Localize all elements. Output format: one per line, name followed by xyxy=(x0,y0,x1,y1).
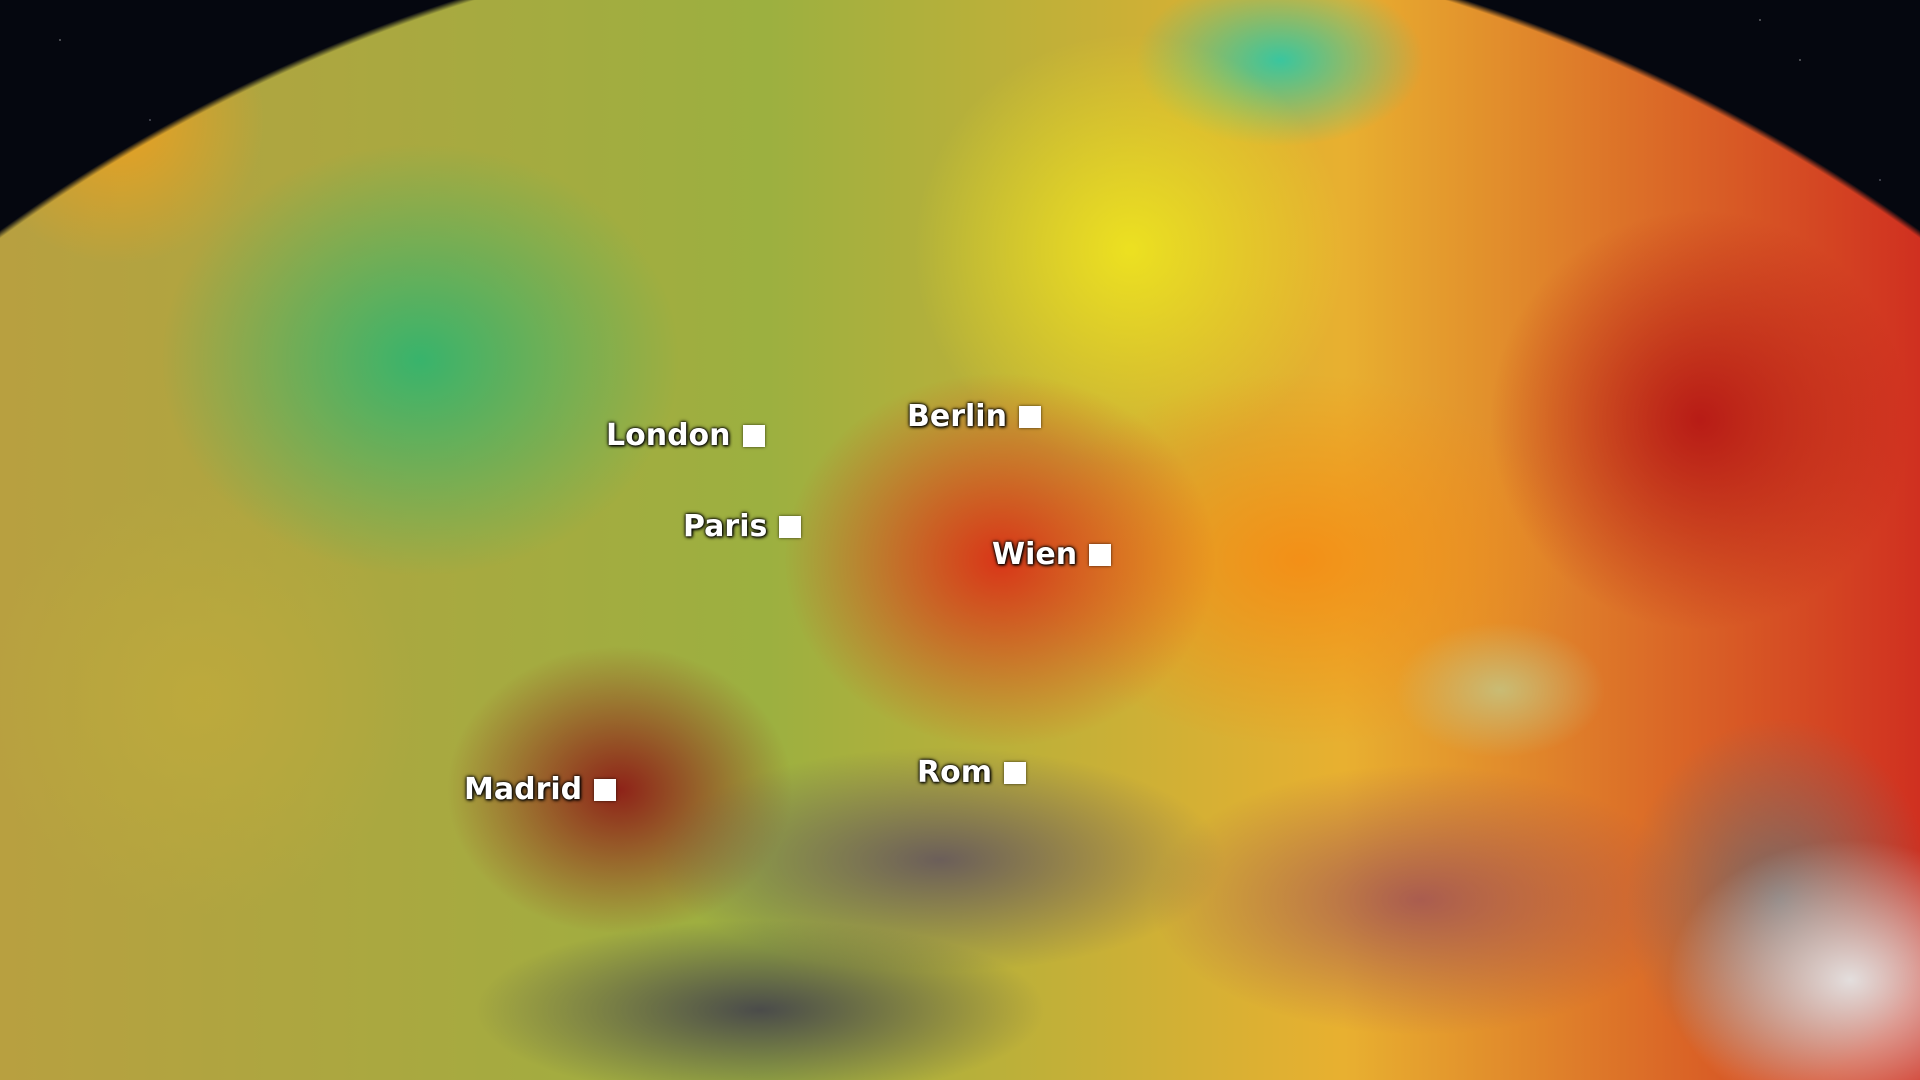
city-rom: Rom xyxy=(917,755,1026,790)
square-marker-icon xyxy=(1089,543,1112,566)
city-label: London xyxy=(606,418,731,453)
city-london: London xyxy=(606,418,765,453)
square-marker-icon xyxy=(1003,761,1026,784)
city-madrid: Madrid xyxy=(464,772,617,807)
square-marker-icon xyxy=(742,424,765,447)
city-label: Wien xyxy=(992,537,1078,572)
city-label: Paris xyxy=(683,509,768,544)
city-wien: Wien xyxy=(992,537,1112,572)
city-label: Madrid xyxy=(464,772,583,807)
city-paris: Paris xyxy=(683,509,802,544)
square-marker-icon xyxy=(594,778,617,801)
square-marker-icon xyxy=(779,515,802,538)
square-marker-icon xyxy=(1018,405,1041,428)
city-label: Berlin xyxy=(907,399,1007,434)
city-label: Rom xyxy=(917,755,992,790)
city-berlin: Berlin xyxy=(907,399,1041,434)
